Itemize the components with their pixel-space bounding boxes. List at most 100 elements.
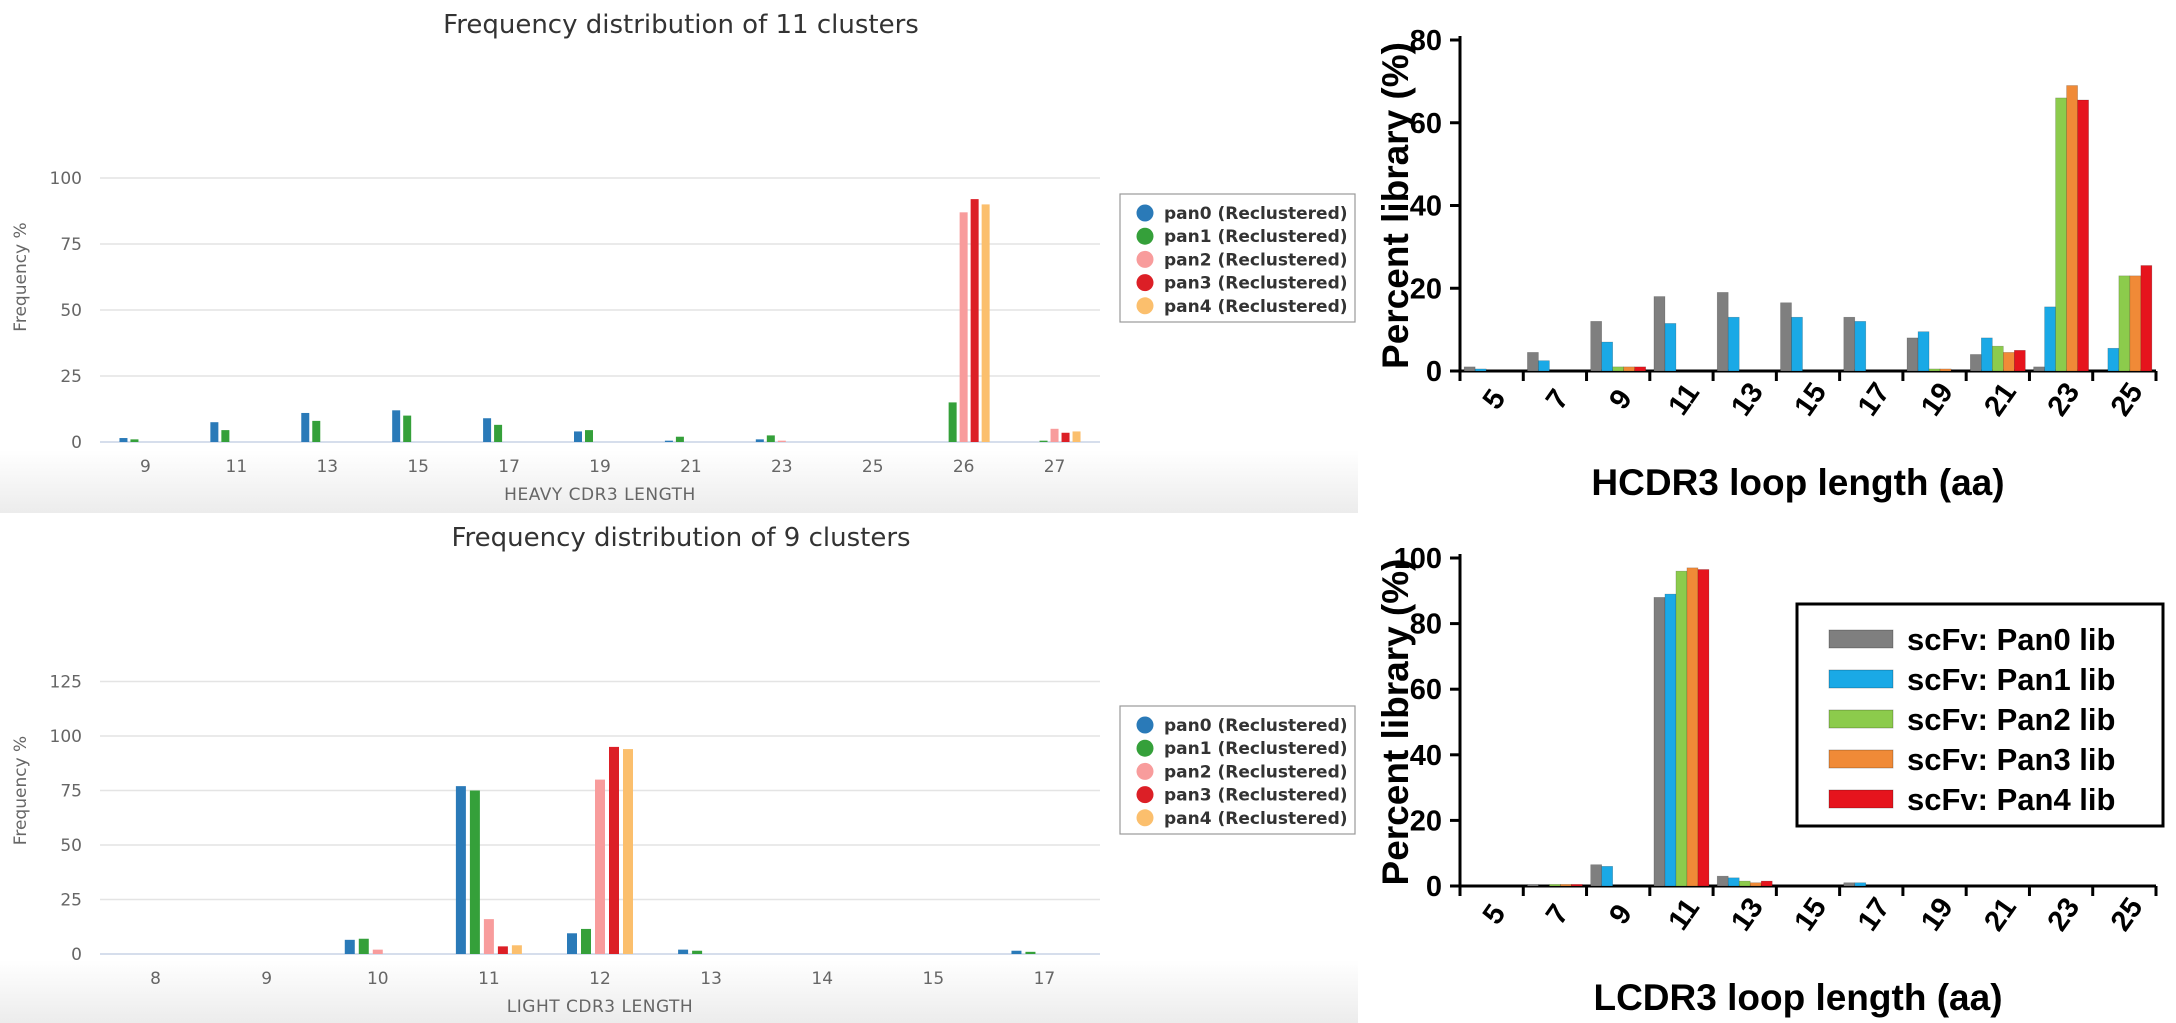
bar-pan1-12	[581, 928, 591, 954]
bar-pan1-17	[1025, 951, 1036, 954]
x-tick-label: 25	[2105, 892, 2150, 937]
bar-scfvpan0lib-15	[1780, 302, 1792, 372]
bar-scfvpan1lib-5	[1474, 368, 1487, 372]
y-tick-label: 75	[60, 782, 82, 802]
x-axis-label: HEAVY CDR3 LENGTH	[504, 485, 696, 505]
bar-pan1-23	[766, 435, 775, 442]
y-tick-label: 0	[71, 433, 82, 453]
y-tick-label: 50	[60, 301, 82, 321]
y-tick-label: 100	[50, 727, 82, 747]
legend-marker	[1136, 250, 1154, 268]
bar-scfvpan2lib-21	[1992, 345, 2004, 372]
y-tick-label: 100	[1394, 543, 1442, 575]
x-axis-label: LIGHT CDR3 LENGTH	[507, 997, 693, 1017]
x-tick-label: 7	[1540, 899, 1575, 931]
bar-pan2-26	[959, 212, 968, 442]
bar-pan3-11	[497, 946, 508, 954]
legend-swatch	[1828, 629, 1894, 649]
x-tick-label: 17	[1034, 969, 1056, 989]
bar-pan2-11	[483, 919, 494, 954]
bar-scfvpan3lib-25	[2129, 275, 2142, 372]
legend-label: pan4 (Reclustered)	[1164, 809, 1348, 829]
y-tick-label: 0	[1426, 871, 1442, 903]
bar-pan2-10	[372, 949, 383, 954]
bar-pan1-11	[221, 430, 230, 442]
x-tick-label: 15	[407, 457, 429, 477]
bar-scfvpan3lib-9	[1623, 366, 1635, 372]
legend-label: scFv: Pan2 lib	[1907, 702, 2115, 737]
x-tick-label: 21	[680, 457, 702, 477]
y-tick-label: 80	[1410, 609, 1442, 641]
bar-scfvpan1lib-9	[1601, 866, 1613, 887]
legend-label: pan2 (Reclustered)	[1164, 762, 1348, 782]
x-tick-label: 15	[1788, 892, 1833, 937]
y-tick-label: 20	[1410, 273, 1442, 305]
legend-label: scFv: Pan3 lib	[1907, 742, 2115, 777]
x-tick-label: 19	[1915, 892, 1960, 937]
bar-pan0-13	[301, 412, 310, 442]
legend-label: scFv: Pan1 lib	[1907, 662, 2115, 697]
legend-marker	[1136, 786, 1154, 804]
bar-scfvpan2lib-19	[1928, 368, 1941, 372]
y-axis-label: Percent library (%)	[1375, 559, 1416, 886]
x-tick-label: 9	[1603, 384, 1638, 416]
legend-label: pan4 (Reclustered)	[1164, 297, 1348, 317]
legend-label: pan0 (Reclustered)	[1164, 716, 1348, 736]
x-tick-label: 21	[1978, 892, 2023, 937]
bar-pan2-12	[595, 779, 605, 954]
panel-shade	[0, 960, 1358, 1023]
bar-scfvpan0lib-21	[1970, 354, 1982, 372]
bar-pan0-11	[210, 422, 219, 442]
x-tick-label: 21	[1978, 377, 2023, 422]
bar-scfvpan1lib-11	[1664, 593, 1677, 887]
x-tick-label: 11	[1662, 378, 1706, 421]
legend-marker	[1136, 274, 1154, 292]
bar-scfvpan4lib-21	[2014, 350, 2026, 372]
x-tick-label: 11	[226, 457, 248, 477]
bar-scfvpan4lib-13	[1760, 880, 1773, 887]
bar-pan0-17	[1011, 950, 1022, 954]
x-tick-label: 11	[478, 969, 500, 989]
x-tick-label: 15	[1788, 377, 1833, 422]
bar-pan4-11	[511, 945, 522, 954]
legend-label: pan0 (Reclustered)	[1164, 204, 1348, 224]
x-tick-label: 9	[261, 969, 272, 989]
y-tick-label: 100	[50, 169, 82, 189]
legend-label: pan1 (Reclustered)	[1164, 739, 1348, 759]
light-cdr3-chart-panel: Frequency distribution of 9 clusters 0 25 5…	[0, 513, 1358, 1023]
bar-pan2-27	[1050, 428, 1059, 442]
x-tick-label: 12	[589, 969, 611, 989]
bar-scfvpan0lib-7	[1527, 352, 1539, 372]
legend-swatch	[1828, 789, 1894, 809]
bar-scfvpan3lib-11	[1686, 567, 1699, 887]
bar-pan1-21	[675, 436, 684, 442]
bar-pan0-15	[392, 410, 401, 442]
y-tick-label: 60	[1410, 108, 1442, 140]
heavy-cdr3-chart: Frequency distribution of 11 clusters 0 25…	[0, 10, 1358, 513]
legend-box	[1119, 193, 1356, 323]
legend-label: pan2 (Reclustered)	[1164, 250, 1348, 270]
bar-scfvpan0lib-19	[1906, 337, 1919, 372]
bar-pan1-15	[403, 415, 412, 442]
legend-marker	[1136, 762, 1154, 780]
bar-scfvpan3lib-7	[1560, 884, 1572, 887]
bar-pan2-23	[777, 440, 786, 442]
x-tick-label: 23	[2042, 892, 2087, 937]
bar-scfvpan3lib-13	[1749, 882, 1762, 887]
x-tick-label: 9	[1603, 899, 1638, 931]
bar-scfvpan3lib-23	[2066, 85, 2078, 372]
x-tick-label: 17	[1852, 892, 1897, 937]
bar-scfvpan2lib-25	[2118, 275, 2131, 372]
bar-pan0-11	[455, 786, 466, 954]
x-tick-label: 5	[1477, 384, 1512, 416]
y-tick-label: 50	[60, 836, 82, 856]
x-tick-label: 9	[140, 457, 151, 477]
legend-marker	[1136, 227, 1154, 245]
bar-pan1-19	[585, 430, 593, 442]
bar-scfvpan1lib-7	[1538, 360, 1550, 372]
y-tick-label: 25	[60, 891, 82, 911]
legend-marker	[1136, 716, 1154, 734]
legend-swatch	[1828, 749, 1894, 769]
light-cdr3-chart: Frequency distribution of 9 clusters 0 25 5…	[0, 523, 1358, 1023]
